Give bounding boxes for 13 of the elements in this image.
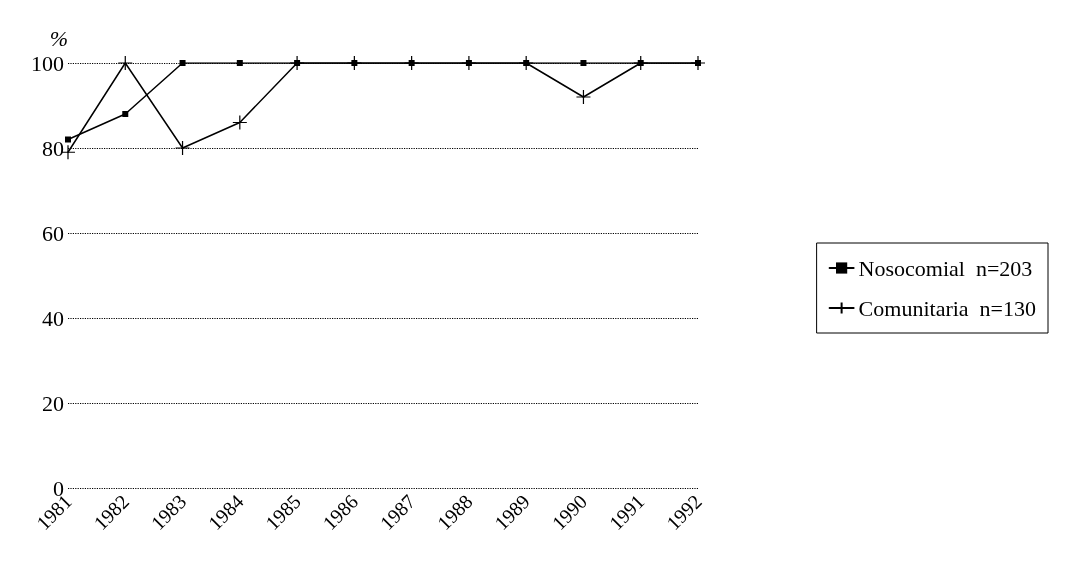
y-axis-title: % [49, 25, 68, 51]
y-tick-label: 80 [42, 135, 64, 161]
y-tick-label: 60 [42, 220, 64, 246]
x-tick-label: 1990 [547, 490, 592, 535]
x-tick-label: 1982 [89, 490, 134, 535]
legend-label: Comunitaria n=130 [858, 295, 1036, 321]
legend-label: Nosocomial n=203 [858, 255, 1033, 281]
y-tick-label: 40 [42, 305, 64, 331]
y-tick-label: 20 [42, 390, 64, 416]
x-tick-label: 1989 [490, 490, 534, 535]
x-tick-label: 1991 [604, 490, 649, 535]
y-tick-label: 100 [31, 50, 64, 76]
x-tick-label: 1992 [661, 490, 706, 535]
